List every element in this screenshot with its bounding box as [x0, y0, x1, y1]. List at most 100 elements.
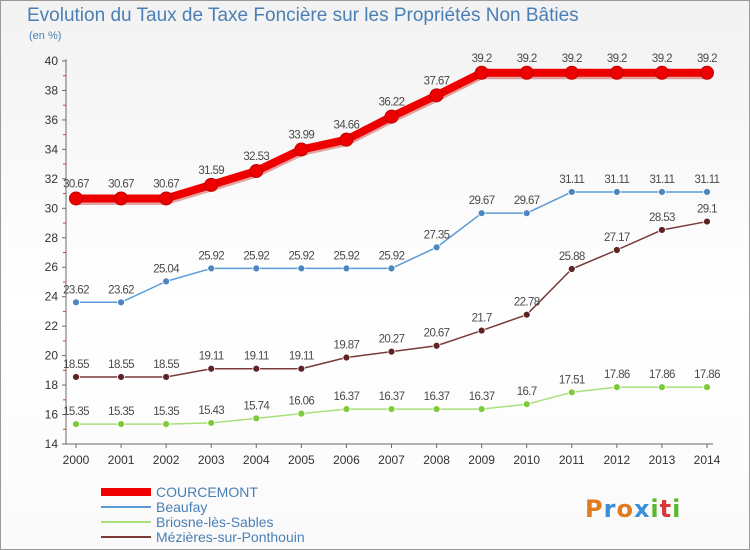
data-label: 29.1	[697, 204, 717, 216]
data-point	[612, 383, 621, 392]
data-point	[658, 188, 666, 196]
data-point	[342, 264, 351, 273]
data-label: 17.86	[649, 369, 675, 381]
data-point	[477, 326, 486, 335]
y-tick-label: 34	[45, 142, 59, 156]
series-line	[76, 191, 707, 304]
data-point	[612, 188, 621, 196]
data-point	[522, 400, 531, 409]
data-point	[297, 364, 306, 373]
data-label: 25.92	[198, 250, 224, 262]
data-label: 16.06	[288, 396, 314, 408]
data-label: 31.59	[198, 165, 224, 177]
data-point	[703, 217, 711, 226]
x-tick-label: 2001	[108, 453, 135, 467]
data-label: 25.92	[288, 250, 314, 262]
x-tick-label: 2007	[378, 453, 405, 467]
x-tick-label: 2006	[333, 453, 360, 467]
data-point	[567, 265, 576, 273]
x-tick-label: 2012	[604, 453, 631, 467]
y-tick-label: 26	[45, 260, 59, 274]
data-label: 30.67	[108, 178, 134, 190]
x-tick-label: 2013	[649, 453, 676, 467]
y-tick-label: 20	[45, 349, 59, 363]
data-point	[384, 109, 399, 124]
data-point	[654, 65, 669, 80]
data-label: 23.62	[63, 284, 89, 296]
data-label: 16.37	[334, 391, 360, 403]
data-label: 18.55	[63, 359, 89, 371]
data-label: 25.88	[559, 251, 585, 263]
data-point	[700, 65, 714, 80]
x-tick-label: 2005	[288, 453, 315, 467]
x-tick-label: 2004	[243, 453, 270, 467]
data-point	[339, 132, 354, 147]
legend-swatch	[101, 506, 151, 508]
y-tick-label: 18	[45, 378, 59, 392]
legend-label: Beaufay	[156, 499, 208, 515]
data-point	[252, 414, 261, 423]
data-point	[204, 177, 219, 192]
legend-label: COURCEMONT	[156, 484, 258, 500]
data-point	[612, 246, 621, 254]
data-point	[703, 188, 711, 196]
data-label: 15.74	[243, 400, 270, 412]
y-tick-label: 24	[45, 290, 59, 304]
y-tick-label: 28	[45, 231, 59, 245]
data-point	[207, 419, 216, 427]
data-point	[117, 373, 125, 381]
data-label: 31.11	[604, 174, 629, 186]
data-point	[522, 209, 531, 218]
data-label: 39.2	[697, 53, 717, 65]
legend-swatch	[101, 521, 151, 523]
data-label: 31.11	[559, 174, 584, 186]
data-point	[162, 373, 171, 381]
data-label: 15.35	[63, 406, 89, 418]
data-label: 36.22	[379, 97, 405, 109]
data-point	[69, 191, 83, 206]
data-label: 17.51	[559, 374, 585, 386]
y-tick-label: 16	[45, 408, 59, 422]
data-point	[432, 243, 441, 252]
data-point	[162, 420, 171, 429]
data-label: 32.53	[243, 151, 269, 163]
data-point	[477, 405, 486, 413]
data-label: 20.27	[379, 334, 405, 346]
data-point	[252, 264, 261, 273]
data-label: 39.2	[652, 53, 672, 65]
data-label: 16.37	[469, 391, 495, 403]
x-tick-label: 2008	[423, 453, 450, 467]
data-label: 29.67	[514, 195, 540, 207]
data-label: 31.11	[649, 174, 674, 186]
data-point	[72, 420, 80, 429]
data-point	[477, 209, 486, 218]
data-point	[117, 298, 125, 307]
data-label: 30.67	[63, 178, 89, 190]
y-tick-label: 22	[45, 319, 59, 333]
data-label: 22.78	[514, 297, 540, 309]
x-tick-label: 2003	[198, 453, 225, 467]
data-label: 15.43	[198, 405, 224, 417]
data-label: 29.67	[469, 195, 495, 207]
data-label: 16.7	[517, 386, 537, 398]
data-label: 23.62	[108, 284, 134, 296]
data-label: 18.55	[153, 359, 179, 371]
chart-title: Evolution du Taux de Taxe Foncière sur l…	[27, 5, 579, 26]
data-label: 16.37	[424, 391, 450, 403]
data-point	[342, 353, 351, 362]
data-point	[522, 310, 531, 319]
data-label: 39.2	[607, 53, 627, 65]
data-point	[429, 88, 444, 103]
data-point	[207, 264, 216, 273]
data-point	[564, 65, 579, 80]
legend-label: Briosne-lès-Sables	[156, 514, 274, 530]
data-label: 39.2	[472, 53, 492, 65]
data-point	[432, 341, 441, 350]
data-label: 21.7	[472, 313, 492, 325]
y-tick-label: 32	[45, 172, 59, 186]
data-point	[249, 164, 264, 179]
data-label: 25.92	[243, 250, 269, 262]
data-label: 37.67	[424, 75, 450, 87]
data-label: 25.04	[153, 263, 180, 275]
data-point	[162, 277, 171, 286]
